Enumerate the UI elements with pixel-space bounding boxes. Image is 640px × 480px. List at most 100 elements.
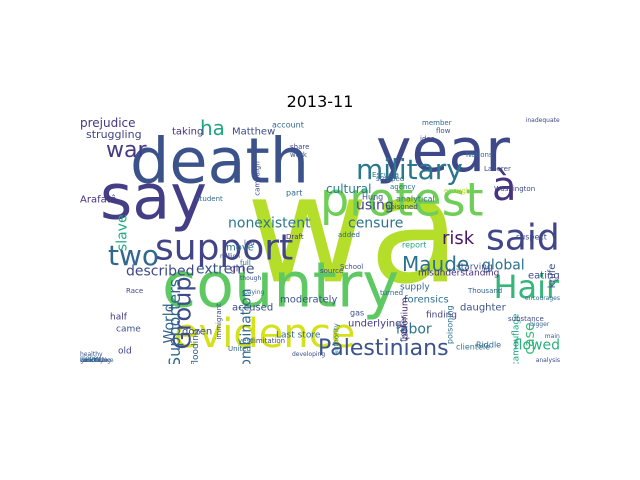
cloud-word: Thousand [467, 287, 502, 295]
cloud-word: censure [348, 216, 403, 232]
cloud-word: misunderstanding [418, 269, 499, 279]
cloud-word: supply [400, 283, 430, 293]
cloud-word: Arafatâ [80, 193, 117, 205]
cloud-word: encourages [525, 295, 560, 302]
cloud-word: said [486, 218, 560, 259]
cloud-word: Matthew [232, 126, 275, 137]
cloud-word: poisoned [386, 203, 418, 211]
cloud-word: poisoning [445, 305, 454, 344]
cloud-word: starving [456, 263, 493, 273]
cloud-word: prejudice [80, 116, 136, 130]
cloud-word: gas [350, 309, 364, 318]
cloud-word: analysis [536, 357, 560, 364]
cloud-word: polonium [401, 297, 411, 339]
cloud-word: radioactive [80, 357, 114, 364]
cloud-word: flow [436, 127, 451, 135]
cloud-word: country [162, 248, 399, 321]
cloud-word: war [106, 138, 147, 163]
cloud-word: extreme [196, 262, 254, 278]
cloud-word: student [196, 195, 223, 203]
cloud-word: using [356, 198, 394, 214]
cloud-word: daughter [460, 302, 507, 313]
cloud-word: Last store [276, 331, 321, 341]
cloud-word: immigrant [215, 303, 223, 340]
cloud-word: Laborer [484, 165, 511, 173]
cloud-word: Hung [362, 193, 383, 202]
cloud-word: paying [244, 289, 265, 296]
figure-title: 2013-11 [286, 92, 354, 111]
cloud-word: member [422, 119, 452, 127]
cloud-word: two [108, 239, 159, 272]
cloud-word: though [240, 275, 261, 282]
cloud-word: idea [420, 135, 435, 143]
cloud-word: Nations [466, 151, 493, 159]
cloud-word: move [226, 242, 254, 253]
cloud-word: account [272, 121, 304, 130]
cloud-word: struggling [86, 128, 142, 141]
cloud-word: forensics [404, 294, 449, 305]
cloud-word: knife [547, 264, 558, 289]
cloud-word: Washington [494, 185, 535, 193]
cloud-word: labor [396, 322, 432, 338]
cloud-word: flooding [191, 329, 201, 364]
cloud-word: Race [126, 287, 143, 295]
cloud-word: vest [238, 337, 253, 345]
cloud-word: global [482, 258, 525, 274]
cloud-word: share [290, 143, 309, 151]
cloud-word: stopped [376, 175, 404, 183]
cloud-word: military [356, 153, 463, 186]
cloud-word: came [116, 325, 141, 335]
cloud-word: Maude [402, 252, 469, 276]
cloud-word: Palestinians [318, 336, 449, 361]
cloud-word: moderately [280, 294, 337, 305]
cloud-word: taking [172, 126, 203, 137]
cloud-word: work [290, 151, 308, 159]
cloud-word: year [376, 116, 510, 186]
cloud-word: conceding [80, 357, 111, 364]
cloud-word: nonexistent [228, 216, 311, 232]
cloud-word: turned [380, 289, 403, 297]
cloud-word: million [220, 253, 240, 260]
cloud-word: combination [239, 288, 255, 364]
cloud-word: Group [169, 276, 197, 349]
cloud-word: campaign [253, 161, 261, 196]
cloud-word: half [110, 313, 128, 323]
cloud-word: flowed [514, 338, 560, 354]
cloud-word: analytical [396, 195, 435, 204]
cloud-word: part [286, 189, 302, 198]
cloud-word: led [244, 239, 255, 247]
word-cloud: wa death year say country protest evidence supp… [80, 116, 560, 364]
cloud-word: fighter [399, 315, 408, 342]
cloud-word: Draft [286, 233, 304, 241]
cloud-word: World [162, 303, 178, 343]
cloud-word: full [240, 259, 251, 267]
cloud-word: described [126, 264, 195, 280]
cloud-word: main [545, 333, 560, 340]
cloud-word: Supporters [165, 279, 184, 364]
cloud-word: eating [528, 270, 560, 281]
cloud-word: ha [200, 116, 225, 140]
cloud-word: money [80, 355, 101, 362]
cloud-word: slave [114, 214, 130, 251]
cloud-word: death [130, 124, 309, 197]
cloud-word: Hair [493, 268, 560, 306]
cloud-word: developing [292, 351, 325, 358]
cloud-word: agency [390, 183, 415, 191]
cloud-word: protest [320, 172, 484, 226]
cloud-word: enough [444, 187, 470, 195]
cloud-word: authority [333, 323, 341, 355]
cloud-word: substance [508, 315, 544, 323]
cloud-word: genocide [80, 357, 108, 364]
cloud-word: accused [232, 302, 273, 313]
cloud-word: underlying [348, 318, 401, 329]
cloud-word: risk [442, 228, 475, 249]
cloud-word: Escuela [372, 171, 399, 179]
cloud-word: School [340, 263, 363, 271]
cloud-word: Riddle [476, 341, 501, 350]
cloud-word: old [118, 347, 132, 357]
cloud-word: say [100, 160, 207, 233]
cloud-word: healthy [80, 351, 103, 358]
cloud-word: finding [426, 311, 457, 321]
cloud-word: wa [246, 143, 461, 317]
cloud-word: suspect [516, 233, 547, 242]
